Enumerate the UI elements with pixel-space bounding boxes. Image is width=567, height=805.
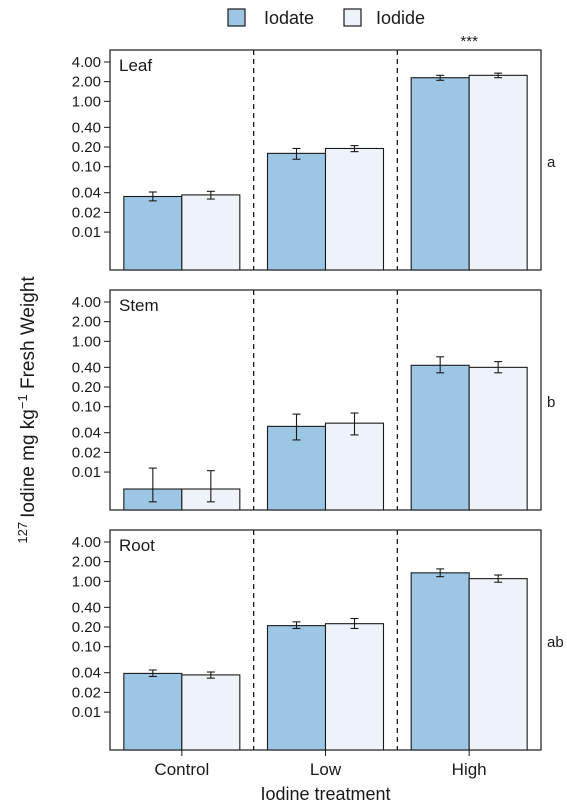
panel-leaf: 0.01 0.02 0.04 0.10 0.20 0.40 1.00 2.00 4.00 Leaf… [72, 33, 556, 271]
y-tick-label: 0.40 [72, 119, 101, 136]
x-tick-label: Low [310, 760, 342, 779]
group-letter-root: ab [547, 634, 564, 651]
y-tick-label: 2.00 [72, 74, 101, 91]
bar-iodide-low [324, 422, 385, 511]
y-tick-label: 2.00 [72, 554, 101, 571]
y-tick-label: 0.01 [72, 704, 101, 721]
y-tick-label: 0.10 [72, 639, 101, 656]
bar-iodide-low [324, 147, 385, 271]
x-axis-label: Iodine treatment [260, 784, 390, 804]
y-tick-label: 4.00 [72, 534, 101, 551]
bar-iodate-control [123, 195, 183, 271]
y-tick-label: 0.02 [72, 444, 101, 461]
y-tick-label: 2.00 [72, 314, 101, 331]
bar-iodate-high [410, 572, 470, 751]
y-tick-label: 0.20 [72, 139, 101, 156]
y-tick-label: 0.01 [72, 464, 101, 481]
group-letter-stem: b [547, 394, 555, 411]
y-tick-label: 0.10 [72, 399, 101, 416]
y-tick-label: 0.40 [72, 599, 101, 616]
y-tick-label: 0.04 [72, 665, 101, 682]
legend-label-iodate: Iodate [264, 8, 314, 28]
y-tick-label: 4.00 [72, 294, 101, 311]
panel-label-leaf: Leaf [119, 56, 152, 75]
panel-label-stem: Stem [119, 296, 159, 315]
y-tick-label: 0.04 [72, 185, 101, 202]
y-tick-label: 4.00 [72, 54, 101, 71]
bar-iodide-control [181, 674, 241, 751]
y-tick-label: 0.02 [72, 204, 101, 221]
bar-iodide-high [468, 578, 528, 751]
bar-iodate-high [410, 77, 470, 271]
bar-iodide-control [181, 194, 241, 271]
y-tick-label: 0.20 [72, 619, 101, 636]
bar-iodate-low [266, 152, 327, 271]
group-letter-leaf: a [547, 154, 556, 171]
bar-iodide-high [468, 74, 528, 271]
y-tick-label: 0.40 [72, 359, 101, 376]
bar-iodate-high [410, 364, 470, 511]
significance-marker: *** [460, 33, 478, 50]
y-tick-label: 0.10 [72, 159, 101, 176]
x-tick-label: Control [154, 760, 209, 779]
y-tick-label: 1.00 [72, 573, 101, 590]
y-tick-label: 0.20 [72, 379, 101, 396]
y-tick-label: 1.00 [72, 93, 101, 110]
bar-iodide-low [324, 623, 385, 751]
y-tick-label: 0.01 [72, 224, 101, 241]
legend-label-iodide: Iodide [376, 8, 425, 28]
legend-swatch-iodide [343, 8, 362, 27]
panel-label-root: Root [119, 536, 155, 555]
y-tick-label: 0.02 [72, 684, 101, 701]
y-axis-label: 127Iodine mg kg−1 Fresh Weight [15, 276, 40, 544]
bar-iodate-control [123, 672, 183, 751]
x-tick-label: High [452, 760, 487, 779]
y-tick-label: 1.00 [72, 333, 101, 350]
legend-swatch-iodate [227, 8, 246, 27]
bar-iodide-high [468, 366, 528, 511]
y-tick-label: 0.04 [72, 425, 101, 442]
panel-root: 0.01 0.02 0.04 0.10 0.20 0.40 1.00 2.00 4.00 Root… [72, 529, 564, 751]
panel-stem: 0.01 0.02 0.04 0.10 0.20 0.40 1.00 2.00 4.00 Stem… [72, 289, 555, 511]
bar-iodate-low [266, 625, 327, 751]
